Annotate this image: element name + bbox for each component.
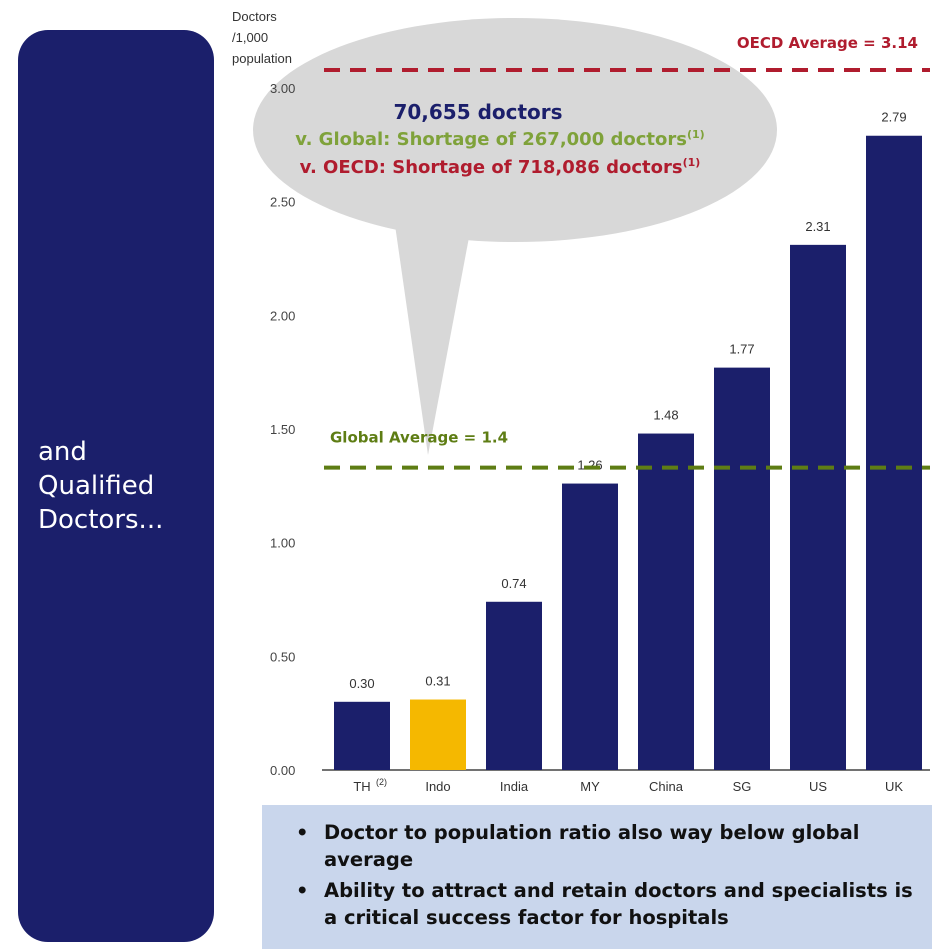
y-tick-label: 1.50: [270, 422, 295, 437]
y-tick-label: 2.50: [270, 195, 295, 210]
bubble-oecd-footnote: (1): [682, 156, 701, 169]
y-axis-label-line: Doctors: [232, 9, 277, 24]
data-label: 0.31: [425, 674, 450, 689]
x-tick-label: TH: [353, 779, 370, 794]
bar-my: [562, 483, 618, 770]
bubble-global-footnote: (1): [686, 128, 705, 141]
y-tick-label: 1.00: [270, 536, 295, 551]
bar-india: [486, 601, 542, 770]
y-tick-label: 0.00: [270, 763, 295, 778]
y-tick-label: 2.00: [270, 308, 295, 323]
data-label: 1.77: [729, 342, 754, 357]
x-tick-label: China: [649, 779, 684, 794]
bubble-oecd-shortage: v. OECD: Shortage of 718,086 doctors(1): [299, 156, 701, 178]
x-tick-footnote: (2): [376, 777, 387, 787]
x-tick-label: Indo: [425, 779, 450, 794]
data-label: 1.26: [577, 458, 602, 473]
bubble-doctor-count: 70,655 doctors: [393, 100, 563, 124]
bar-chart: Doctors/1,000 population 0.00 0.50 1.00 1.50 2…: [232, 9, 930, 794]
speech-bubble-tail: [395, 225, 470, 455]
data-label: 0.74: [501, 576, 526, 591]
y-tick-label: 3.00: [270, 81, 295, 96]
reference-line-label: Global Average = 1.4: [330, 429, 508, 447]
x-tick-label: US: [809, 779, 827, 794]
data-label: 2.79: [881, 110, 906, 125]
y-tick-label: 0.50: [270, 649, 295, 664]
speech-bubble: [253, 18, 777, 242]
bar-th: [334, 701, 390, 770]
bar-uk: [866, 135, 922, 771]
y-axis-label-line: population: [232, 51, 292, 66]
data-label: 1.48: [653, 408, 678, 423]
notes-box: Doctor to population ratio also way belo…: [262, 805, 932, 949]
side-line-1: and: [38, 437, 87, 467]
data-label: 0.30: [349, 676, 374, 691]
x-tick-label: SG: [733, 779, 752, 794]
x-tick-label: UK: [885, 779, 903, 794]
side-panel: and Qualified Doctors...: [18, 30, 214, 942]
side-line-2: Qualified: [38, 471, 155, 501]
side-line-3: Doctors...: [38, 505, 164, 535]
data-label: 2.31: [805, 219, 830, 234]
bar-sg: [714, 367, 770, 770]
side-panel-text: and Qualified Doctors...: [38, 435, 208, 537]
bar-us: [790, 244, 846, 771]
bar-china: [638, 433, 694, 770]
y-axis-label-line: /1,000: [232, 30, 268, 45]
bubble-global-shortage: v. Global: Shortage of 267,000 doctors(1…: [295, 128, 705, 150]
x-tick-label: India: [500, 779, 529, 794]
bar-indo: [410, 699, 466, 770]
note-item-2: Ability to attract and retain doctors an…: [296, 877, 932, 931]
reference-line-label: OECD Average = 3.14: [737, 34, 918, 52]
x-tick-label: MY: [580, 779, 600, 794]
note-item-1: Doctor to population ratio also way belo…: [296, 819, 932, 873]
